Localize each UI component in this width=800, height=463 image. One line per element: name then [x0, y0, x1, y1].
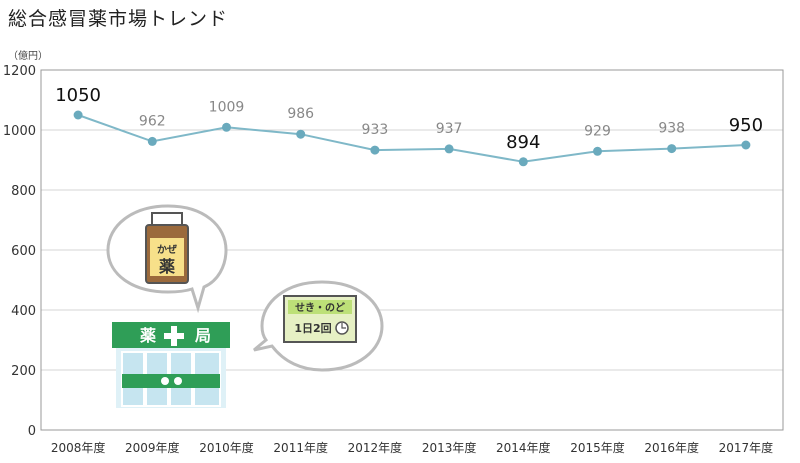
speech-bubble-medicine: かぜ 薬	[106, 204, 228, 314]
data-label: 929	[584, 123, 611, 139]
data-label: 933	[362, 122, 389, 138]
lozenge-box-icon: せき・のど 1日2回	[283, 295, 357, 343]
pharmacy-sign-char-2: 局	[195, 326, 211, 345]
y-tick-label: 1000	[3, 124, 36, 139]
cold-medicine-illustration: かぜ 薬 せき・のど 1日2回 薬 局	[106, 204, 384, 408]
lozenge-box-label: せき・のど	[295, 301, 345, 314]
data-label: 1009	[209, 99, 245, 115]
data-point	[667, 144, 677, 154]
y-tick-label: 800	[11, 184, 36, 199]
data-label: 1050	[55, 85, 101, 106]
series-line	[77, 114, 746, 163]
y-tick-label: 600	[11, 244, 36, 259]
medicine-bottle-label-2: 薬	[158, 257, 176, 276]
x-tick-label: 2008年度	[51, 440, 106, 455]
x-tick-label: 2016年度	[644, 440, 699, 455]
x-tick-label: 2015年度	[570, 440, 625, 455]
x-tick-label: 2013年度	[422, 440, 477, 455]
medicine-bottle-icon: かぜ 薬	[145, 212, 189, 284]
x-tick-label: 2011年度	[273, 440, 328, 455]
data-point	[222, 122, 231, 132]
data-point	[593, 146, 602, 156]
y-unit-label: （億円）	[8, 51, 48, 62]
x-tick-label: 2010年度	[199, 440, 254, 455]
data-label: 962	[139, 113, 166, 129]
cross-icon	[164, 326, 184, 346]
y-tick-label: 1200	[3, 64, 36, 79]
x-axis-ticks: 2008年度 2009年度 2010年度 2011年度 2012年度 2013年度 2014…	[51, 440, 773, 455]
data-point	[147, 136, 157, 146]
data-label: 894	[506, 132, 540, 153]
data-label: 937	[436, 121, 463, 137]
chart-title: 総合感冒薬市場トレンド	[8, 8, 229, 30]
data-point	[370, 145, 380, 155]
x-tick-label: 2012年度	[348, 440, 403, 455]
speech-bubble-lozenge: せき・のど 1日2回	[253, 280, 384, 372]
x-tick-label: 2014年度	[496, 440, 551, 455]
data-point	[444, 144, 454, 154]
x-tick-label: 2009年度	[125, 440, 180, 455]
data-label: 986	[287, 106, 314, 122]
y-tick-label: 400	[11, 304, 36, 319]
lozenge-box-dose: 1日2回	[294, 321, 331, 335]
data-markers	[73, 110, 751, 167]
pharmacy-store-illustration: 薬 局	[112, 322, 230, 408]
data-point	[741, 140, 751, 150]
plot-frame	[40, 69, 784, 431]
y-tick-label: 200	[11, 364, 36, 379]
data-label: 950	[729, 115, 763, 136]
data-labels: 1050 962 1009 986 933 937 894 929 938 950	[55, 85, 763, 153]
y-axis-ticks: 0 200 400 600 800 1000 1200	[3, 64, 36, 439]
data-point	[73, 110, 83, 120]
medicine-bottle-label: かぜ	[157, 244, 177, 256]
data-point	[518, 157, 528, 167]
data-point	[296, 129, 306, 139]
pharmacy-sign-char: 薬	[139, 326, 157, 345]
x-tick-label: 2017年度	[719, 440, 774, 455]
y-tick-label: 0	[28, 424, 36, 439]
data-label: 938	[658, 121, 685, 137]
